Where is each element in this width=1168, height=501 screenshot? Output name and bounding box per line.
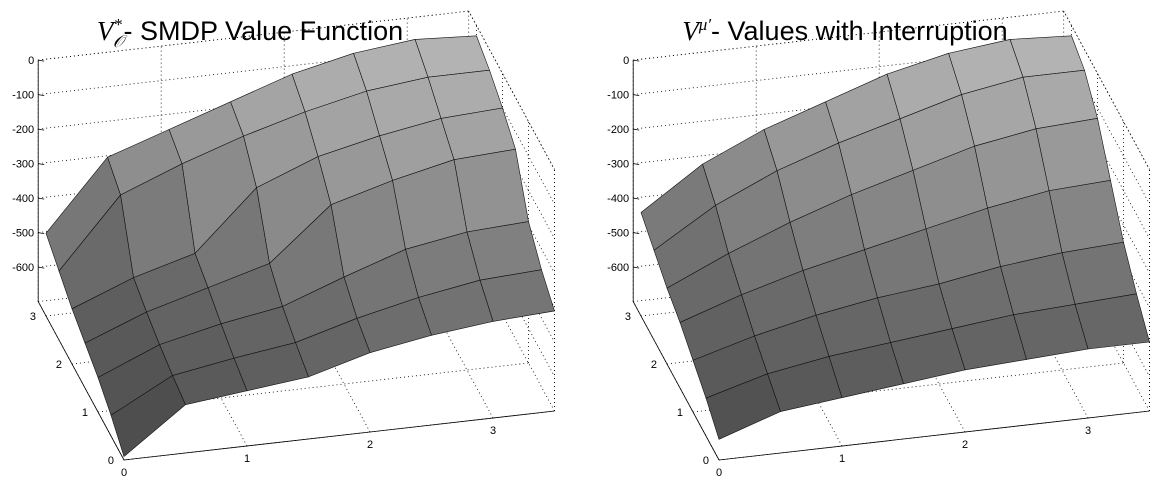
surface-patch [705,373,781,440]
title-text: - SMDP Value Function [124,16,404,46]
x-tick-label: 2 [367,439,373,451]
surface-patch [1048,179,1124,254]
z-tick-label: -400 [607,193,629,205]
z-tick-label: 0 [28,55,34,67]
z-tick-label: -200 [607,124,629,136]
x-tick-label: 1 [244,453,250,465]
z-tick-label: -400 [12,193,34,205]
y-tick-label: 1 [82,407,88,419]
title-symbol: V [97,16,117,46]
tick-mark [633,266,640,269]
z-tick-label: -500 [607,228,629,240]
title-symbol: V [682,16,702,46]
tick-mark [633,128,640,131]
chart-title: V* 𝒪- SMDP Value Function [97,15,403,51]
surface-patch [1035,118,1111,192]
chart-title: Vμ′- Values with Interruption [682,15,1007,46]
tick-mark [38,163,45,165]
tick-mark [633,232,640,234]
grid-line [633,45,1064,95]
tick-mark [38,266,45,269]
surface-patch [1013,303,1089,360]
y-tick-label: 2 [651,359,657,371]
z-tick-label: -500 [12,228,34,240]
title-superscript: μ′ [698,15,712,34]
z-tick-label: -300 [607,159,629,171]
tick-mark [38,197,45,200]
surface [640,35,1150,440]
z-tick-label: -300 [12,159,34,171]
grid-line [123,410,555,461]
x-tick-label: 0 [716,467,722,479]
y-tick-label: 0 [703,455,709,467]
tick-mark [633,94,640,96]
x-tick-label: 2 [962,439,968,451]
y-tick-label: 2 [56,359,62,371]
tick-mark [633,197,640,200]
title-superscript: * [113,15,122,34]
z-tick-label: -200 [12,124,34,136]
y-tick-label: 1 [677,407,683,419]
tick-mark [633,163,640,165]
y-tick-label: 3 [30,311,36,323]
tick-mark [38,232,45,234]
surface-patch [110,375,186,458]
y-tick-label: 3 [625,311,631,323]
x-tick-label: 3 [490,425,496,437]
title-text: - Values with Interruption [711,16,1008,46]
surface [45,35,555,458]
tick-mark [38,94,45,96]
surface-patch [1074,293,1150,350]
y-axis [37,301,125,461]
z-tick-label: -600 [12,262,34,274]
grid-line [718,410,1150,461]
z-tick-label: -600 [607,262,629,274]
z-tick-label: 0 [623,55,629,67]
x-tick-label: 0 [121,467,127,479]
z-tick-label: -100 [607,90,629,102]
z-tick-label: -100 [12,90,34,102]
tick-mark [38,128,45,131]
surface-patch [453,148,529,233]
surface-patch [1061,241,1137,305]
x-tick-label: 1 [839,453,845,465]
grid-line [38,45,469,95]
grid-line [38,10,469,61]
tick-mark [633,59,640,62]
tick-mark [38,59,45,62]
y-tick-label: 0 [108,455,114,467]
grid-line [633,10,1064,61]
x-tick-label: 3 [1085,425,1091,437]
y-axis [632,301,720,461]
